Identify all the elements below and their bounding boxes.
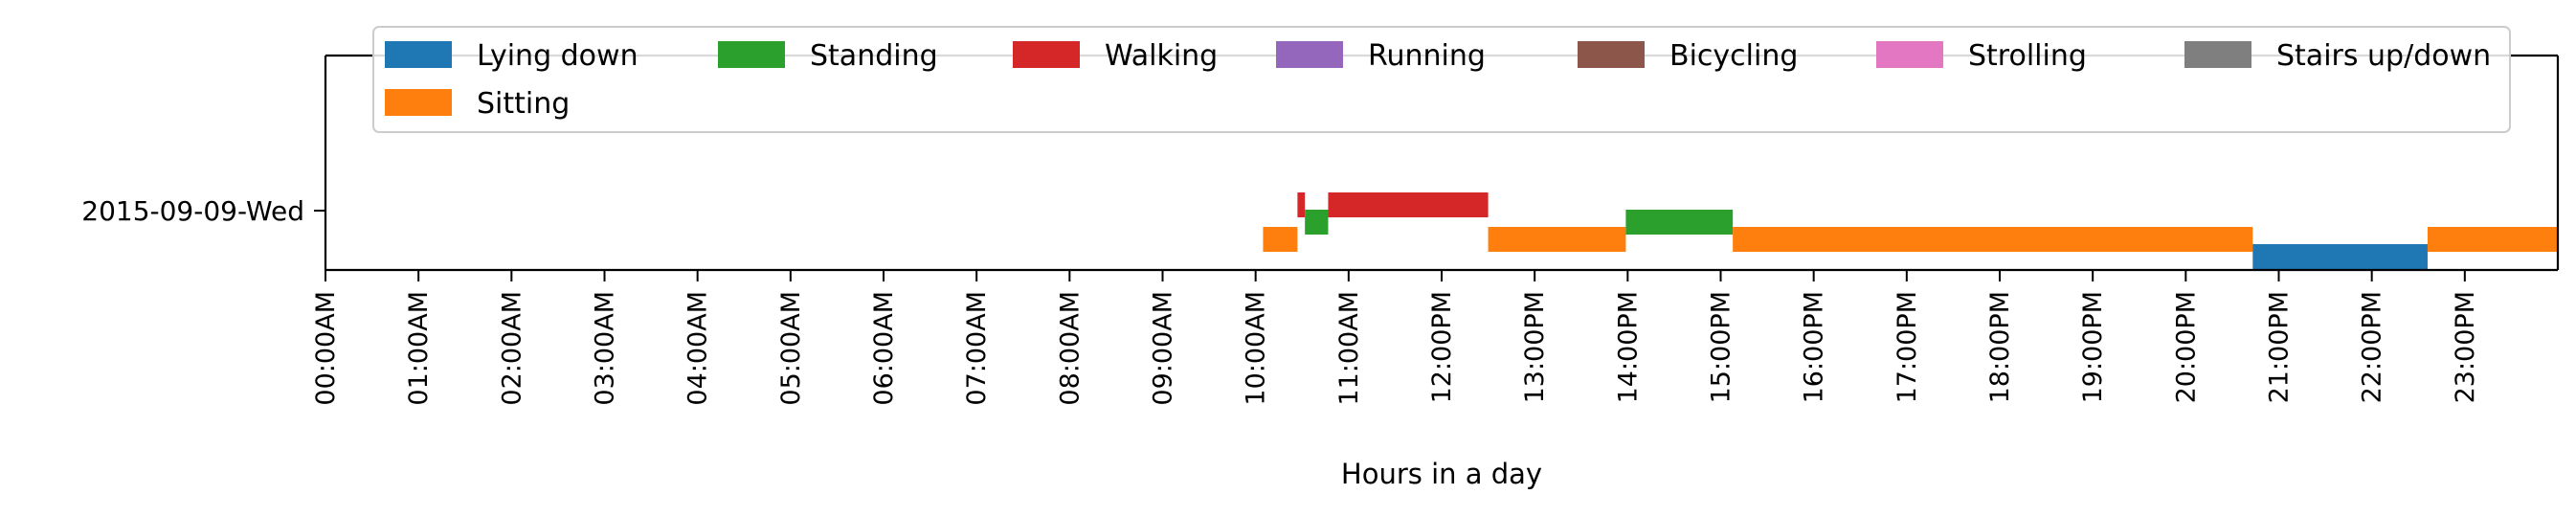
legend-swatch-strolling — [1876, 41, 1943, 68]
x-axis-label: Hours in a day — [1341, 458, 1542, 490]
x-tick-label: 03:00AM — [591, 291, 620, 406]
x-tick-label: 12:00PM — [1427, 291, 1457, 403]
legend-swatch-lying-down — [385, 41, 452, 68]
segment-sitting-4 — [1488, 227, 1626, 252]
x-tick-label: 00:00AM — [311, 291, 341, 406]
x-tick-label: 06:00AM — [869, 291, 899, 406]
x-tick-label: 01:00AM — [404, 291, 434, 406]
legend-frame — [372, 26, 2511, 133]
segment-standing-5 — [1625, 210, 1734, 235]
x-tick-label: 14:00PM — [1613, 291, 1643, 403]
segment-sitting-8 — [2427, 227, 2558, 252]
legend-label-bicycling: Bicycling — [1669, 39, 1798, 73]
legend-label-running: Running — [1368, 39, 1486, 73]
segment-sitting-6 — [1733, 227, 2253, 252]
legend-swatch-standing — [718, 41, 785, 68]
x-axis-ticks: 00:00AM 01:00AM 02:00AM 03:00AM 04:00AM 05:00… — [311, 270, 2480, 406]
x-tick-label: 18:00PM — [1985, 291, 2015, 403]
segments-layer — [1263, 192, 2558, 269]
x-tick-label: 05:00AM — [776, 291, 806, 406]
row-label: 2015-09-09-Wed — [81, 195, 304, 227]
legend-swatch-sitting — [385, 89, 452, 116]
legend-swatch-bicycling — [1578, 41, 1645, 68]
x-tick-label: 22:00PM — [2358, 291, 2387, 403]
x-tick-label: 23:00PM — [2451, 291, 2480, 403]
x-tick-label: 17:00PM — [1893, 291, 1922, 403]
legend-swatch-walking — [1013, 41, 1080, 68]
x-tick-label: 02:00AM — [497, 291, 526, 406]
x-tick-label: 09:00AM — [1149, 291, 1178, 406]
legend-label-stairs-up-down: Stairs up/down — [2276, 39, 2491, 73]
legend-label-lying-down: Lying down — [477, 39, 638, 73]
x-tick-label: 04:00AM — [683, 291, 713, 406]
x-tick-label: 15:00PM — [1707, 291, 1736, 403]
legend-swatch-running — [1276, 41, 1343, 68]
legend-label-walking: Walking — [1105, 39, 1218, 73]
x-tick-label: 20:00PM — [2171, 291, 2201, 403]
legend-label-sitting: Sitting — [477, 87, 570, 121]
x-tick-label: 21:00PM — [2265, 291, 2295, 403]
segment-lying-down-7 — [2252, 244, 2428, 269]
segment-walking-1 — [1297, 192, 1306, 217]
legend-label-standing: Standing — [810, 39, 938, 73]
y-axis: 2015-09-09-Wed — [81, 195, 325, 227]
segment-standing-2 — [1305, 210, 1329, 235]
x-tick-label: 07:00AM — [962, 291, 992, 406]
x-tick-label: 16:00PM — [1800, 291, 1829, 403]
segment-walking-3 — [1328, 192, 1489, 217]
legend: Lying down Standing Walking Running Bicyclin… — [372, 26, 2511, 133]
legend-label-strolling: Strolling — [1968, 39, 2087, 73]
legend-swatch-stairs-up-down — [2184, 41, 2251, 68]
x-tick-label: 11:00AM — [1334, 291, 1364, 406]
segment-sitting-0 — [1263, 227, 1298, 252]
x-tick-label: 08:00AM — [1055, 291, 1085, 406]
x-tick-label: 13:00PM — [1520, 291, 1550, 403]
x-tick-label: 10:00AM — [1242, 291, 1271, 406]
x-tick-label: 19:00PM — [2078, 291, 2108, 403]
